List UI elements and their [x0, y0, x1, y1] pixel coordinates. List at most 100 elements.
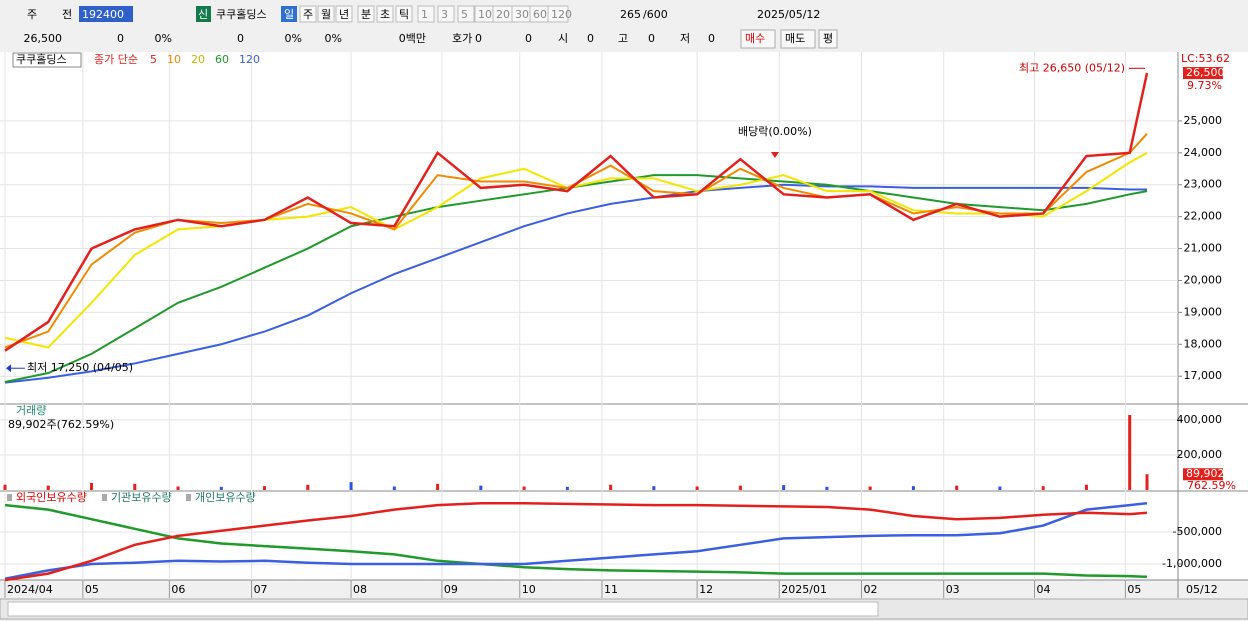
legend-title: 종가 단순	[94, 53, 138, 66]
last-price: 26,500	[1186, 66, 1225, 79]
period-btn[interactable]	[395, 5, 413, 23]
x-tick-label: 06	[171, 583, 185, 596]
toolbar-item[interactable]: 월	[321, 8, 331, 21]
quote-item: 고	[618, 32, 628, 45]
volume-change: 762.59%	[1187, 479, 1236, 492]
volume-bar	[565, 486, 569, 490]
toolbar-item[interactable]: 2025/05/12	[757, 8, 820, 21]
x-tick-label: 05	[85, 583, 99, 596]
x-tick-label: 05	[1127, 583, 1141, 596]
legend-item: 외국인보유수량	[16, 491, 87, 504]
y-tick-label: 25,000	[1184, 114, 1223, 127]
toolbar-item[interactable]: 주	[27, 8, 37, 21]
toolbar-item[interactable]: 전	[62, 8, 72, 21]
quote-item: 0	[648, 32, 655, 45]
legend-item: 5	[150, 53, 157, 66]
last-date: 05/12	[1186, 583, 1218, 596]
y-tick-label: 17,000	[1184, 369, 1223, 382]
toolbar-item[interactable]: 주	[303, 8, 313, 21]
series-line	[4, 151, 1148, 349]
period-btn[interactable]	[457, 5, 475, 23]
low-arrowhead	[6, 364, 11, 373]
scroll-track[interactable]	[7, 601, 879, 617]
legend-swatch	[102, 494, 107, 501]
series-line	[4, 174, 1148, 383]
toolbar-item[interactable]: 1	[421, 8, 428, 21]
volume-bar	[46, 485, 50, 490]
dividend-label: 배당락(0.00%)	[738, 125, 812, 138]
quote-item[interactable]: 평	[823, 32, 833, 45]
quote-item[interactable]: 매수	[745, 32, 765, 45]
dividend-marker	[770, 152, 779, 159]
toolbar-item[interactable]: 초	[380, 8, 390, 21]
toolbar-item[interactable]: 192400	[82, 8, 124, 21]
period-btn[interactable]	[317, 5, 335, 23]
x-tick-label: 07	[254, 583, 268, 596]
quote-item: 0	[237, 32, 244, 45]
toolbar-item[interactable]: 5	[461, 8, 468, 21]
toolbar-item[interactable]: 120	[551, 8, 572, 21]
x-tick-label: 11	[604, 583, 618, 596]
toolbar-item[interactable]: 30	[515, 8, 529, 21]
legend-item: 개인보유수량	[195, 491, 256, 504]
order-btn[interactable]	[818, 29, 838, 49]
series-line	[4, 72, 1149, 352]
quote-item: 저	[680, 32, 690, 45]
symbol-input[interactable]	[79, 6, 133, 22]
y-tick-label: 24,000	[1184, 146, 1223, 159]
quote-item: 26,500	[24, 32, 63, 45]
volume-bar	[306, 484, 310, 490]
legend-name: 쿠쿠홀딩스	[16, 53, 67, 66]
x-tick-label: 2025/01	[781, 583, 827, 596]
plot-bg	[0, 52, 1178, 580]
series-line	[4, 501, 1148, 580]
toolbar-item[interactable]: 265	[620, 8, 641, 21]
quote-item: 0%	[285, 32, 302, 45]
x-tick-label: 02	[864, 583, 878, 596]
legend-item: 10	[167, 53, 181, 66]
volume-bar	[609, 484, 613, 490]
y-tick-label: -500,000	[1173, 525, 1222, 538]
legend-swatch	[7, 494, 12, 501]
volume-bar	[3, 484, 7, 490]
toolbar-item[interactable]: 10	[478, 8, 492, 21]
period-btn[interactable]	[299, 5, 317, 23]
order-btn[interactable]	[780, 29, 816, 49]
lc-label: LC:53.62	[1181, 52, 1230, 65]
legend-item: 기관보유수량	[111, 491, 172, 504]
volume-bar	[695, 486, 699, 490]
y-tick-label: 400,000	[1177, 413, 1223, 426]
last-volume-box	[1183, 468, 1223, 481]
period-btn[interactable]	[417, 5, 435, 23]
toolbar-item[interactable]: 60	[533, 8, 547, 21]
quote-item: 호가	[452, 32, 472, 45]
toolbar-item[interactable]: 년	[339, 8, 349, 21]
volume-bar	[392, 486, 396, 490]
quote-item: 시	[558, 32, 568, 45]
x-tick-label: 10	[522, 583, 536, 596]
toolbar-item[interactable]: 신	[198, 8, 208, 21]
period-btn[interactable]	[335, 5, 353, 23]
toolbar-item[interactable]: 틱	[399, 8, 409, 21]
toolbar-item[interactable]: /600	[643, 8, 668, 21]
volume-bar	[955, 485, 959, 490]
quote-item[interactable]: 매도	[785, 32, 805, 45]
order-btn[interactable]	[740, 29, 776, 49]
y-tick-label: 18,000	[1184, 337, 1223, 350]
period-btn[interactable]	[357, 5, 375, 23]
toolbar-item[interactable]: 분	[361, 8, 371, 21]
period-btn[interactable]	[547, 5, 569, 23]
toolbar-item[interactable]: 쿠쿠홀딩스	[216, 8, 267, 21]
y-tick-label: 22,000	[1184, 210, 1223, 223]
y-tick-label: 23,000	[1184, 178, 1223, 191]
toolbar-item[interactable]: 20	[496, 8, 510, 21]
axis-bg	[1178, 52, 1248, 580]
toolbar-item[interactable]: 일	[284, 7, 294, 21]
period-btn[interactable]	[437, 5, 455, 23]
toolbar-item[interactable]: 3	[441, 8, 448, 21]
last-price-box	[1183, 67, 1223, 80]
quote-item: 0%	[155, 32, 172, 45]
x-tick-label: 12	[699, 583, 713, 596]
period-btn[interactable]	[376, 5, 394, 23]
y-tick-label: 20,000	[1184, 273, 1223, 286]
